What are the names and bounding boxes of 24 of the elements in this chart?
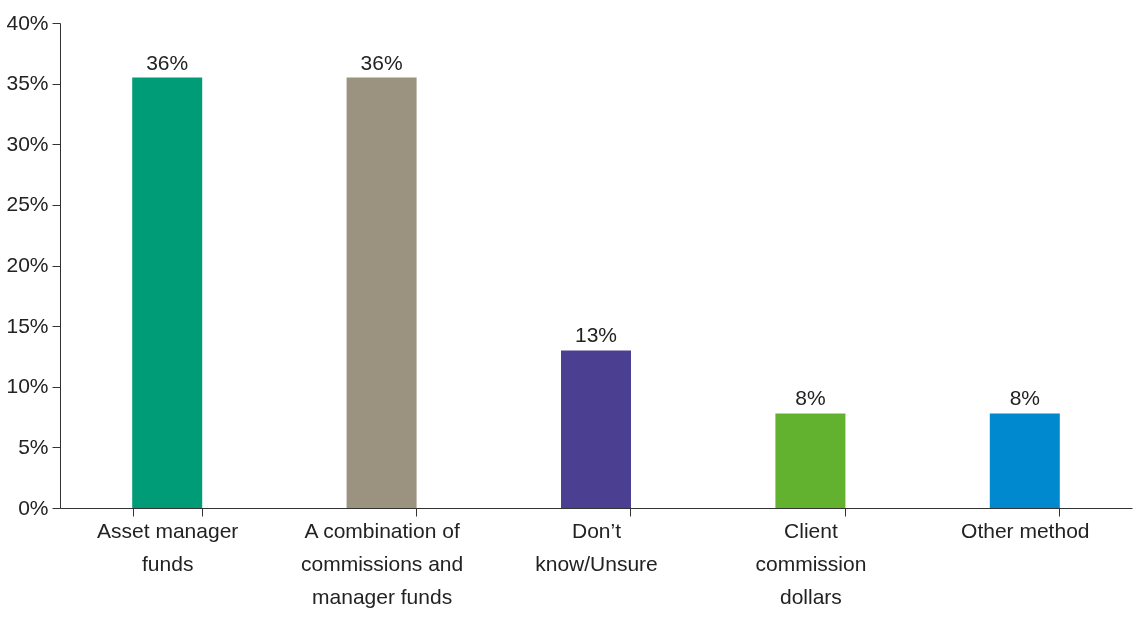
x-tick-label: Client commission dollars xyxy=(755,518,867,608)
y-tick-label: 20% xyxy=(6,253,49,276)
data-label: 8% xyxy=(1009,386,1040,410)
y-tick-label: 35% xyxy=(6,71,49,95)
bar xyxy=(989,413,1060,508)
bar xyxy=(346,77,417,508)
y-tick-label: 10% xyxy=(6,374,49,398)
y-tick-label: 5% xyxy=(18,434,49,458)
x-tick-label: A combination of commissions and manager funds xyxy=(300,518,464,608)
bar xyxy=(132,77,203,508)
y-tick-label: 25% xyxy=(6,192,49,216)
data-label: 13% xyxy=(574,323,618,347)
x-tick-label: Asset manager funds xyxy=(97,518,239,575)
y-tick-label: 30% xyxy=(6,131,49,155)
y-tick-label: 0% xyxy=(18,495,49,519)
data-label: 8% xyxy=(795,386,826,410)
x-tick-label: Don’t know/Unsure xyxy=(535,518,658,575)
bar xyxy=(775,413,846,508)
data-label: 36% xyxy=(146,50,189,74)
y-tick-label: 15% xyxy=(6,313,49,337)
data-label: 36% xyxy=(360,50,403,74)
x-tick-label: Other method xyxy=(961,518,1090,542)
y-tick-label: 40% xyxy=(6,10,49,34)
bar xyxy=(561,350,631,508)
